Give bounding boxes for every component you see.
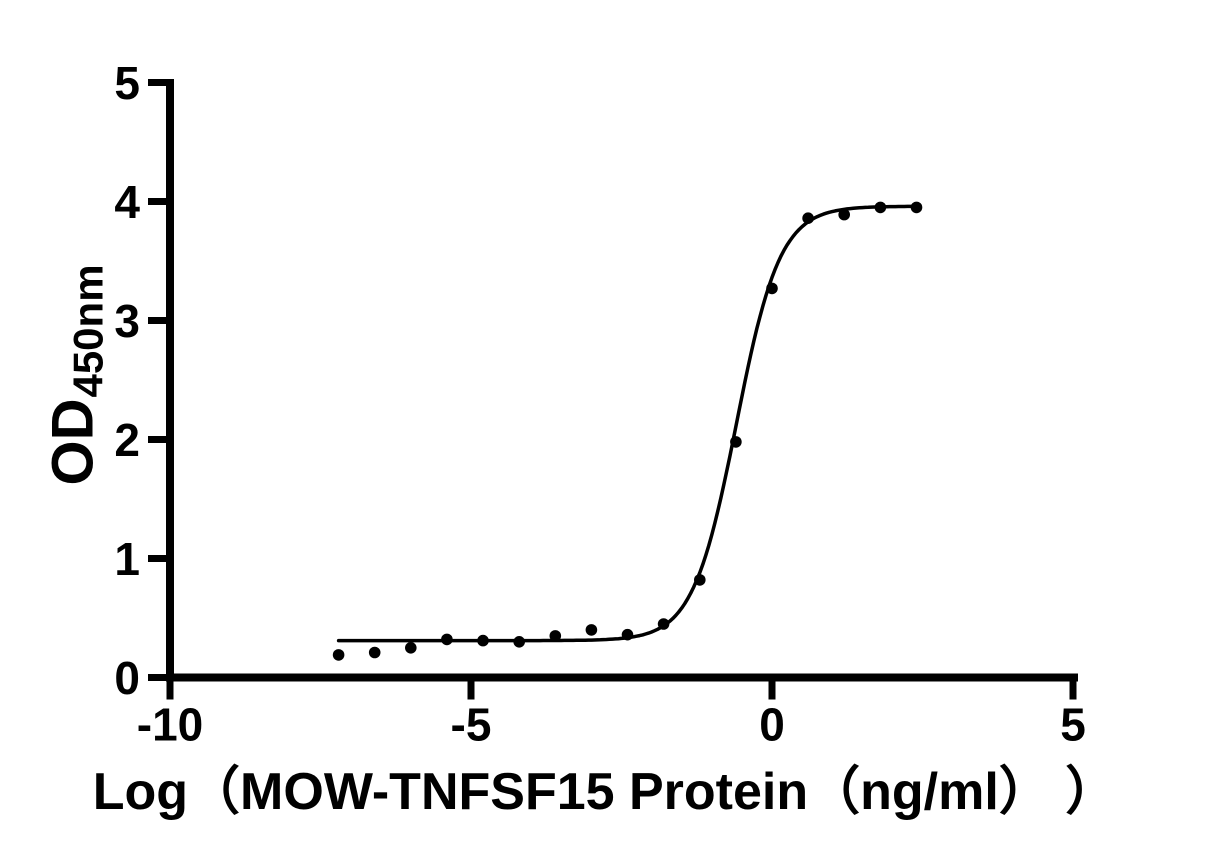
x-tick-label: -5 [451,699,492,751]
x-tick-label: -10 [137,699,203,751]
y-tick-label: 1 [114,533,140,585]
data-point [694,574,706,586]
data-point [585,624,598,636]
data-point [332,649,345,661]
y-axis-title: OD450nm [41,264,112,485]
data-point [513,636,525,648]
x-tick-label: 5 [1060,699,1086,751]
y-axis-title-main: OD [40,398,106,486]
fitted-curve [336,204,919,643]
data-point [838,208,850,221]
data-point [405,642,417,654]
y-tick-label: 3 [114,295,140,347]
y-tick-label: 4 [114,176,140,228]
x-axis-title: Log（MOW-TNFSF15 Protein（ng/ml） ） [92,763,1118,821]
x-tick-label: 0 [759,699,785,751]
data-point [477,634,489,647]
data-point [441,633,453,646]
data-point [549,630,562,642]
y-tick-label: 5 [114,57,140,109]
data-point [766,282,778,295]
data-point [621,628,634,641]
data-point [368,646,381,659]
data-point [802,212,814,224]
y-axis-title-subscript: 450nm [64,264,112,398]
y-tick-label: 0 [114,652,140,704]
data-point [730,436,742,448]
y-tick-label: 2 [114,414,140,466]
data-point [910,201,923,214]
data-point [657,618,670,630]
data-point [874,201,887,214]
